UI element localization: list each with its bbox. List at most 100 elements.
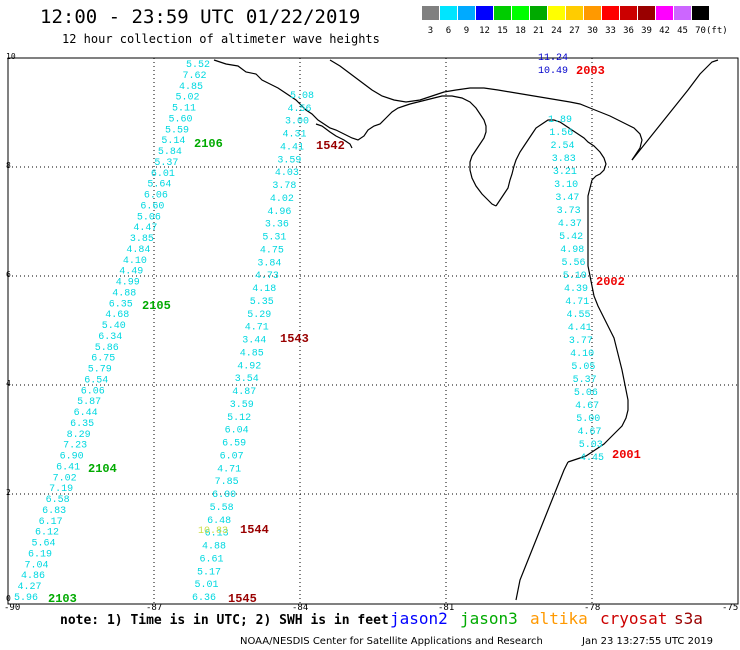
track-2106-value: 7.62 xyxy=(182,71,206,82)
track-1543-value: 3.84 xyxy=(257,258,281,269)
y-axis-label: 2 xyxy=(6,488,11,497)
track-1543-value: 4.71 xyxy=(245,323,269,334)
color-scale-label: 27 xyxy=(569,26,580,36)
pass-label-1544: 1544 xyxy=(240,523,269,537)
color-scale-swatch xyxy=(584,6,601,20)
track-1543-value: 6.59 xyxy=(222,439,246,450)
track-2002-value: 4.67 xyxy=(575,401,599,412)
track-2106-value: 5.14 xyxy=(161,136,185,147)
track-1543-value: 6.13 xyxy=(205,529,229,540)
color-scale-swatch xyxy=(512,6,529,20)
color-scale-label: 21 xyxy=(533,26,544,36)
track-2106-value: 5.37 xyxy=(154,158,178,169)
track-2106-value: 6.01 xyxy=(151,169,175,180)
map-frame xyxy=(7,57,739,605)
track-2106-value: 6.35 xyxy=(70,419,94,430)
color-scale-label: 30 xyxy=(587,26,598,36)
legend-jason2: jason2 xyxy=(390,609,448,628)
track-2106-value: 5.96 xyxy=(14,593,38,604)
track-2106-value: 6.54 xyxy=(84,375,108,386)
track-2106-value: 5.52 xyxy=(186,60,210,71)
track-2002-value: 4.71 xyxy=(565,297,589,308)
color-scale-label: 6 xyxy=(445,26,452,36)
track-2106-value: 6.58 xyxy=(46,495,70,506)
track-1543-value: 4.75 xyxy=(260,245,284,256)
track-2002-value: 4.98 xyxy=(560,245,584,256)
track-2106-value: 7.19 xyxy=(49,484,73,495)
track-1543-value: 6.36 xyxy=(192,593,216,604)
track-2106-value: 7.23 xyxy=(63,441,87,452)
track-1543-value: 3.44 xyxy=(242,336,266,347)
coast-florida-keys xyxy=(515,461,569,601)
track-1543-value: 4.03 xyxy=(275,168,299,179)
track-2002-value: 1.56 xyxy=(549,128,573,139)
track-2106-value: 4.49 xyxy=(119,267,143,278)
track-2106-value: 4.47 xyxy=(133,223,157,234)
track-2106-value: 6.41 xyxy=(56,462,80,473)
track-1543-value: 3.78 xyxy=(272,181,296,192)
color-scale-swatch xyxy=(422,6,439,20)
track-2106-value: 5.06 xyxy=(137,212,161,223)
coastline xyxy=(213,59,719,601)
track-2106-value: 6.19 xyxy=(28,549,52,560)
color-scale-label: 33 xyxy=(605,26,616,36)
track-2106-value: 4.10 xyxy=(123,256,147,267)
y-axis-label: 8 xyxy=(6,161,11,170)
track-1543-value: 3.59 xyxy=(230,400,254,411)
pass-label-2105: 2105 xyxy=(142,299,171,313)
y-axis-label: 10 xyxy=(6,52,16,61)
track-2002-value: 4.10 xyxy=(570,349,594,360)
track-2106-value: 7.02 xyxy=(53,473,77,484)
track-1543-value: 6.04 xyxy=(225,426,249,437)
pass-label-2003: 2003 xyxy=(576,64,605,78)
track-2106-value: 4.68 xyxy=(105,310,129,321)
track-2002-value: 3.47 xyxy=(555,193,579,204)
track-1543-value: 5.08 xyxy=(290,91,314,102)
track-1543-value: 4.18 xyxy=(252,284,276,295)
track-2002-value: 5.56 xyxy=(562,258,586,269)
color-scale-swatch xyxy=(548,6,565,20)
track-1543-value: 5.35 xyxy=(250,297,274,308)
color-scale-swatch xyxy=(656,6,673,20)
color-scale-swatch xyxy=(566,6,583,20)
pass-label-2002: 2002 xyxy=(596,275,625,289)
color-scale-swatch xyxy=(476,6,493,20)
track-2002-value: 3.21 xyxy=(553,167,577,178)
track-1543-value: 6.00 xyxy=(212,490,236,501)
track-2002-value: 4.45 xyxy=(580,453,604,464)
track-1543-value: 5.29 xyxy=(247,310,271,321)
x-axis-label: -78 xyxy=(584,603,601,613)
track-2106-value: 5.40 xyxy=(102,321,126,332)
track-2002-value: 1.89 xyxy=(548,115,572,126)
color-scale-swatch xyxy=(458,6,475,20)
pass-label-2001: 2001 xyxy=(612,448,641,462)
page-subtitle: 12 hour collection of altimeter wave hei… xyxy=(62,32,380,46)
track-1543-value: 4.71 xyxy=(217,464,241,475)
track-2002-value: 4.37 xyxy=(558,219,582,230)
track-2106-value: 5.64 xyxy=(147,180,171,191)
altimeter-track-labels: 5.527.624.855.025.115.605.595.145.845.37… xyxy=(14,53,641,606)
color-scale-unit: (ft) xyxy=(706,26,728,36)
pass-label-2106: 2106 xyxy=(194,137,223,151)
legend-cryosat: cryosat xyxy=(600,609,668,628)
track-2106-value: 8.29 xyxy=(67,430,91,441)
track-2106-value: 6.12 xyxy=(35,528,59,539)
x-axis-label: -75 xyxy=(722,603,739,613)
color-scale-label: 70 xyxy=(695,26,706,36)
legend-altika: altika xyxy=(530,609,588,628)
color-scale-swatch xyxy=(530,6,547,20)
track-2002-value: 3.73 xyxy=(557,206,581,217)
track-2106-value: 6.06 xyxy=(81,386,105,397)
pass-label-2104: 2104 xyxy=(88,462,117,476)
track-2106-value: 5.60 xyxy=(168,114,192,125)
track-2106-value: 6.90 xyxy=(60,452,84,463)
color-scale-label: 39 xyxy=(641,26,652,36)
track-2106-value: 6.35 xyxy=(109,299,133,310)
color-scale-swatch xyxy=(440,6,457,20)
track-2106-value: 6.17 xyxy=(39,517,63,528)
track-1543-value: 3.36 xyxy=(265,220,289,231)
coast-mississippi-delta xyxy=(315,123,353,149)
track-2106-value: 6.44 xyxy=(74,408,98,419)
track-1543-value: 5.17 xyxy=(197,567,221,578)
track-2106-value: 5.84 xyxy=(158,147,182,158)
